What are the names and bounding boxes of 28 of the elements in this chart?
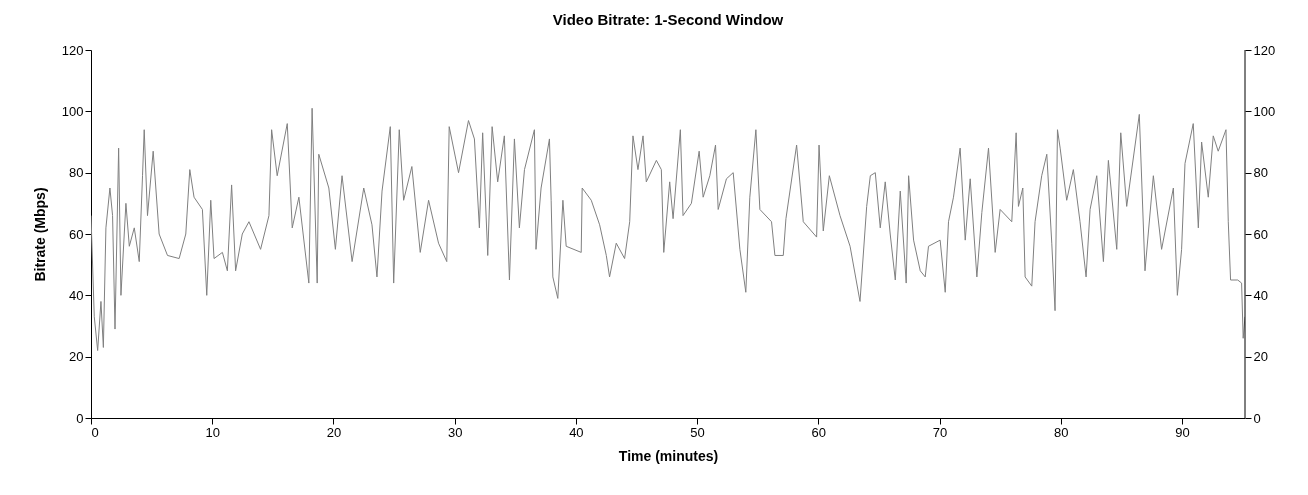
y-tick-label: 40 [69,287,84,303]
y2-tick-label: 120 [1253,42,1276,58]
x-tick-label: 70 [932,424,948,440]
x-tick-label: 80 [1054,424,1069,440]
y2-tick-label: 100 [1253,103,1276,119]
x-axis-title: Time (minutes) [618,447,719,464]
y-tick-label: 120 [61,42,84,58]
x-tick-label: 40 [569,424,584,440]
y2-tick-label: 0 [1253,410,1261,426]
y-tick-label: 80 [69,165,84,181]
x-tick-label: 60 [811,424,827,440]
y2-tick-label: 80 [1253,165,1268,181]
x-tick-label: 0 [91,424,99,440]
y-tick-label: 100 [61,103,84,119]
y2-tick-label: 60 [1253,226,1268,242]
y-axis-title: Bitrate (Mbps) [31,187,48,282]
x-tick-label: 10 [205,424,220,440]
y2-tick-label: 20 [1253,349,1268,365]
x-tick-label: 50 [690,424,705,440]
y-tick-label: 20 [69,349,84,365]
x-tick-label: 90 [1175,424,1190,440]
line-series [91,107,1245,352]
y-tick-label: 60 [69,226,84,242]
x-tick-label: 20 [326,424,342,440]
chart-title: Video Bitrate: 1-Second Window [552,11,784,28]
y-tick-label: 0 [76,410,84,426]
x-tick-label: 30 [447,424,463,440]
y2-tick-label: 40 [1253,287,1268,303]
